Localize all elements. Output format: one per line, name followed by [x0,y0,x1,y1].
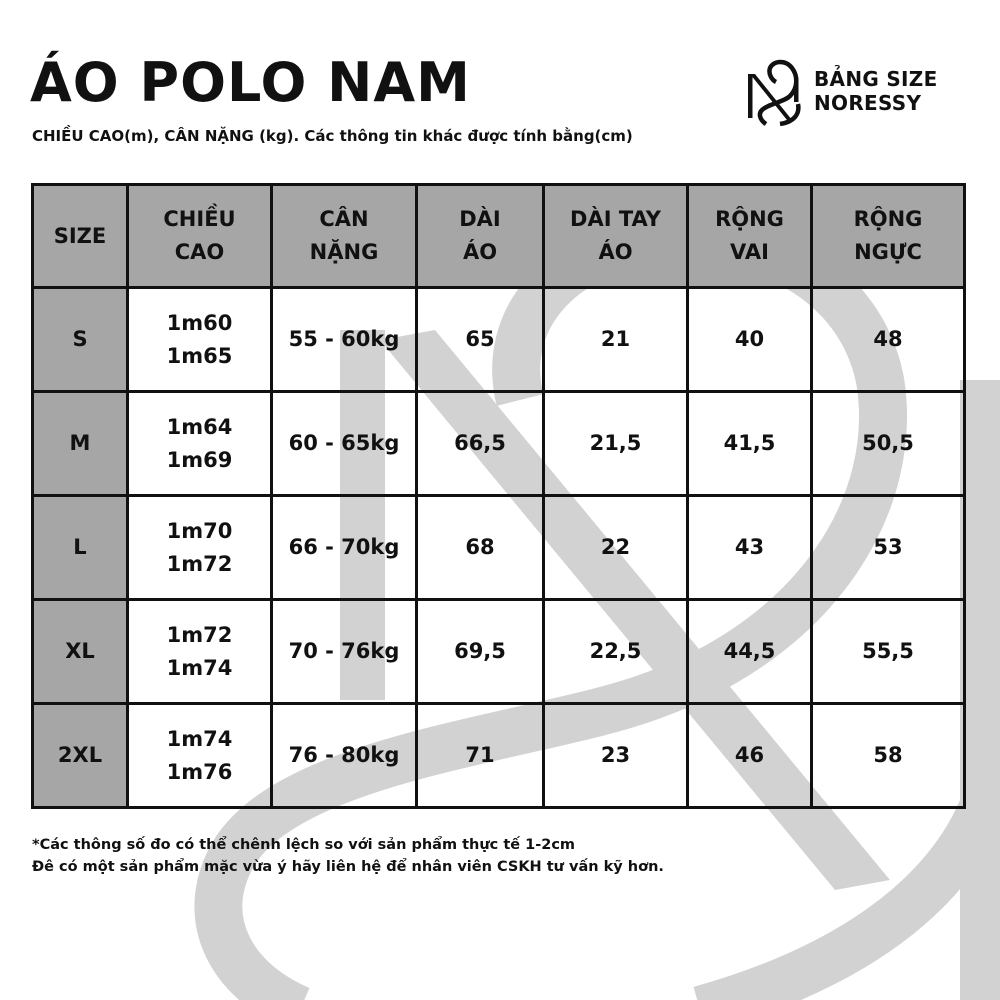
height-min: 1m72 [166,622,233,647]
table-row: L 1m70 1m72 66 - 70kg 68 22 43 53 [31,494,966,601]
footnotes: *Các thông số đo có thể chênh lệch so vớ… [32,834,664,878]
col-header-line1: DÀI [459,207,501,231]
size-cell: M [31,390,129,497]
brand-block: BẢNG SIZE NORESSY [742,56,938,126]
table-row: S 1m60 1m65 55 - 60kg 65 21 40 48 [31,286,966,393]
noressy-logo-icon [748,59,801,126]
weight-cell: 60 - 65kg [270,390,418,497]
height-max: 1m74 [166,655,233,680]
sleeve-cell: 22 [542,494,689,601]
sleeve-cell: 22,5 [542,598,689,705]
length-cell: 71 [415,702,545,809]
height-min: 1m74 [166,726,233,751]
col-header-shoulder: RỘNG VAI [686,183,813,289]
size-cell: XL [31,598,129,705]
chest-cell: 58 [810,702,966,809]
height-cell: 1m70 1m72 [126,494,273,601]
col-header-line2: CAO [174,240,225,264]
col-header-line1: RỘNG [853,207,923,231]
height-cell: 1m72 1m74 [126,598,273,705]
table-row: XL 1m72 1m74 70 - 76kg 69,5 22,5 44,5 55,… [31,598,966,705]
col-header-sleeve: DÀI TAY ÁO [542,183,689,289]
col-header-size-text: SIZE [53,223,107,248]
shoulder-cell: 43 [686,494,813,601]
chest-cell: 50,5 [810,390,966,497]
weight-cell: 76 - 80kg [270,702,418,809]
shoulder-cell: 44,5 [686,598,813,705]
height-max: 1m69 [166,447,233,472]
col-header-length: DÀI ÁO [415,183,545,289]
sleeve-cell: 21,5 [542,390,689,497]
col-header-line1: RỘNG [715,207,784,231]
weight-cell: 66 - 70kg [270,494,418,601]
col-header-line2: ÁO [598,240,633,264]
length-cell: 66,5 [415,390,545,497]
table-row: 2XL 1m74 1m76 76 - 80kg 71 23 46 58 [31,702,966,809]
length-cell: 69,5 [415,598,545,705]
sleeve-cell: 23 [542,702,689,809]
shoulder-cell: 40 [686,286,813,393]
height-max: 1m72 [166,551,233,576]
height-cell: 1m74 1m76 [126,702,273,809]
height-min: 1m70 [166,518,233,543]
col-header-line1: DÀI TAY [570,207,661,231]
shoulder-cell: 41,5 [686,390,813,497]
size-cell: S [31,286,129,393]
weight-cell: 70 - 76kg [270,598,418,705]
height-cell: 1m60 1m65 [126,286,273,393]
col-header-weight: CÂN NẶNG [270,183,418,289]
col-header-size: SIZE [31,183,129,289]
sleeve-cell: 21 [542,286,689,393]
page-title: ÁO POLO NAM [30,51,471,114]
col-header-line2: ÁO [462,240,498,264]
col-header-line1: CÂN [319,207,369,231]
length-cell: 68 [415,494,545,601]
col-header-height: CHIỀU CAO [126,183,273,289]
chest-cell: 53 [810,494,966,601]
col-header-line1: CHIỀU [163,207,236,231]
size-cell: 2XL [31,702,129,809]
col-header-line2: NGỰC [854,240,922,264]
height-cell: 1m64 1m69 [126,390,273,497]
height-max: 1m65 [166,343,233,368]
shoulder-cell: 46 [686,702,813,809]
table-row: M 1m64 1m69 60 - 65kg 66,5 21,5 41,5 50,5 [31,390,966,497]
col-header-line2: VAI [730,240,769,264]
chest-cell: 48 [810,286,966,393]
note-line-1: *Các thông số đo có thể chênh lệch so vớ… [32,837,576,853]
chest-cell: 55,5 [810,598,966,705]
brand-line-1: BẢNG SIZE [814,67,938,91]
size-chart-table: SIZE CHIỀU CAO CÂN NẶNG DÀI ÁO DÀI TAY ÁO RỘ… [31,183,966,809]
height-min: 1m60 [166,310,233,335]
size-cell: L [31,494,129,601]
note-line-2: Đê có một sản phẩm mặc vừa ý hãy liên hệ… [32,859,664,875]
brand-line-2: NORESSY [814,91,922,115]
col-header-chest: RỘNG NGỰC [810,183,966,289]
height-max: 1m76 [166,759,233,784]
units-subtitle: CHIỀU CAO(m), CÂN NẶNG (kg). Các thông t… [32,127,633,145]
height-min: 1m64 [166,414,233,439]
length-cell: 65 [415,286,545,393]
col-header-line2: NẶNG [309,240,379,264]
table-header-row: SIZE CHIỀU CAO CÂN NẶNG DÀI ÁO DÀI TAY ÁO RỘ… [31,183,966,289]
weight-cell: 55 - 60kg [270,286,418,393]
